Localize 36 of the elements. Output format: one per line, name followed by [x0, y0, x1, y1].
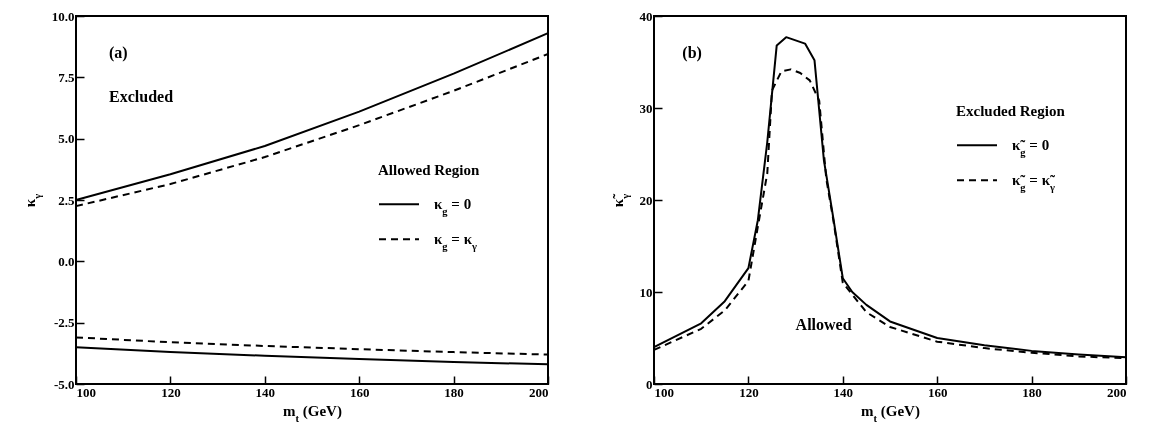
legend-label: κ̃$_{g}$ = κ̃$_{γ}$ [1012, 172, 1055, 193]
y-tick-label: 0 [646, 376, 653, 392]
x-tick-label: 100 [76, 384, 96, 400]
x-tick-label: 100 [654, 384, 674, 400]
x-tick-label: 120 [161, 384, 181, 400]
x-tick-label: 200 [529, 384, 549, 400]
y-tick-label: 2.5 [58, 192, 75, 208]
y-tick-label: 7.5 [58, 69, 75, 85]
x-tick-label: 140 [833, 384, 854, 400]
legend-label: κ$_{g}$ = 0 [434, 196, 472, 217]
x-tick-label: 200 [1107, 384, 1127, 400]
annotation: (b) [682, 43, 702, 62]
y-tick-label: -2.5 [53, 315, 75, 331]
legend-title: Excluded Region [956, 103, 1066, 120]
y-tick-label: 30 [639, 100, 653, 116]
x-tick-label: 180 [1022, 384, 1042, 400]
x-tick-label: 160 [349, 384, 370, 400]
annotation: Allowed [795, 316, 852, 334]
y-tick-label: 20 [639, 192, 653, 208]
y-tick-label: 40 [639, 8, 653, 24]
x-axis-title: m$_{t}$ (GeV) [861, 402, 920, 423]
x-tick-label: 180 [444, 384, 464, 400]
y-tick-label: 10.0 [51, 8, 75, 24]
legend-label: κ̃$_{g}$ = 0 [1012, 137, 1050, 158]
legend-label: κ$_{g}$ = κ$_{γ}$ [434, 231, 477, 252]
x-tick-label: 160 [927, 384, 948, 400]
y-tick-label: 0.0 [58, 253, 75, 269]
y-tick-label: -5.0 [53, 376, 75, 392]
x-tick-label: 120 [739, 384, 759, 400]
legend-title: Allowed Region [378, 162, 480, 179]
x-axis-title: m$_{t}$ (GeV) [283, 402, 342, 423]
y-tick-label: 10 [639, 284, 653, 300]
y-tick-label: 5.0 [58, 131, 75, 147]
annotation: (a) [109, 43, 128, 62]
x-tick-label: 140 [255, 384, 276, 400]
annotation: Excluded [109, 87, 174, 105]
